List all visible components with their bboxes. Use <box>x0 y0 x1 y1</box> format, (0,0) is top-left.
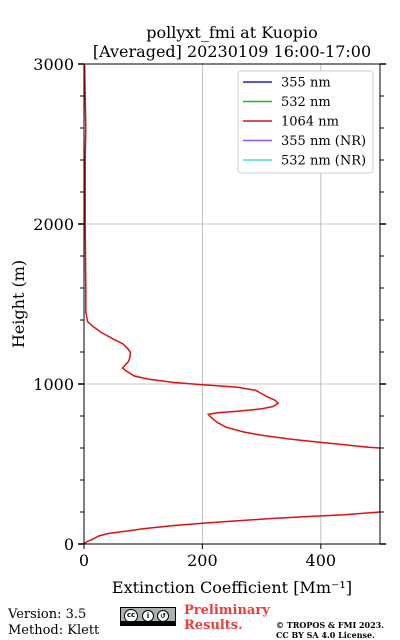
copyright-line1: © TROPOS & FMI 2023. <box>276 620 385 630</box>
x-tick-label: 200 <box>187 551 218 570</box>
y-tick-label: 0 <box>64 535 74 554</box>
legend-label: 1064 nm <box>281 115 339 130</box>
legend-label: 355 nm <box>281 76 331 91</box>
preliminary-notice: Preliminary Results. <box>184 603 270 633</box>
copyright-notice: © TROPOS & FMI 2023. CC BY SA 4.0 Licens… <box>276 620 384 640</box>
method-text: Method: Klett <box>8 623 100 638</box>
prelim-line1: Preliminary <box>184 603 270 618</box>
legend-label: 532 nm (NR) <box>281 154 366 169</box>
legend-label: 355 nm (NR) <box>281 134 366 149</box>
y-tick-label: 2000 <box>33 215 74 234</box>
plot-frame <box>83 63 381 545</box>
x-axis-label: Extinction Coefficient [Mm⁻¹] <box>112 578 352 597</box>
legend-box <box>237 70 374 174</box>
y-axis-label: Height (m) <box>9 260 28 348</box>
y-tick-label: 3000 <box>33 55 74 74</box>
prelim-line2: Results. <box>184 618 243 633</box>
x-tick-label: 400 <box>306 551 337 570</box>
legend-label: 532 nm <box>281 95 331 110</box>
x-tick-label: 0 <box>79 551 89 570</box>
version-text: Version: 3.5 <box>8 607 87 622</box>
series-lines <box>84 64 380 544</box>
series-line-2 <box>84 64 380 544</box>
y-tick-label: 1000 <box>33 375 74 394</box>
chart-title-line2: [Averaged] 20230109 16:00-17:00 <box>93 42 371 61</box>
cc-license-badge-icon: cc i ↺ <box>120 607 176 626</box>
axis-ticks: 0 200 400 0 1000 2000 3000 <box>33 55 386 570</box>
chart-title-line1: pollyxt_fmi at Kuopio <box>146 23 317 42</box>
version-info: Version: 3.5 Method: Klett <box>8 607 99 639</box>
legend: 355 nm 532 nm 1064 nm 355 nm (NR) 532 nm (NR… <box>237 70 374 174</box>
copyright-line2: CC BY SA 4.0 License. <box>276 630 375 640</box>
